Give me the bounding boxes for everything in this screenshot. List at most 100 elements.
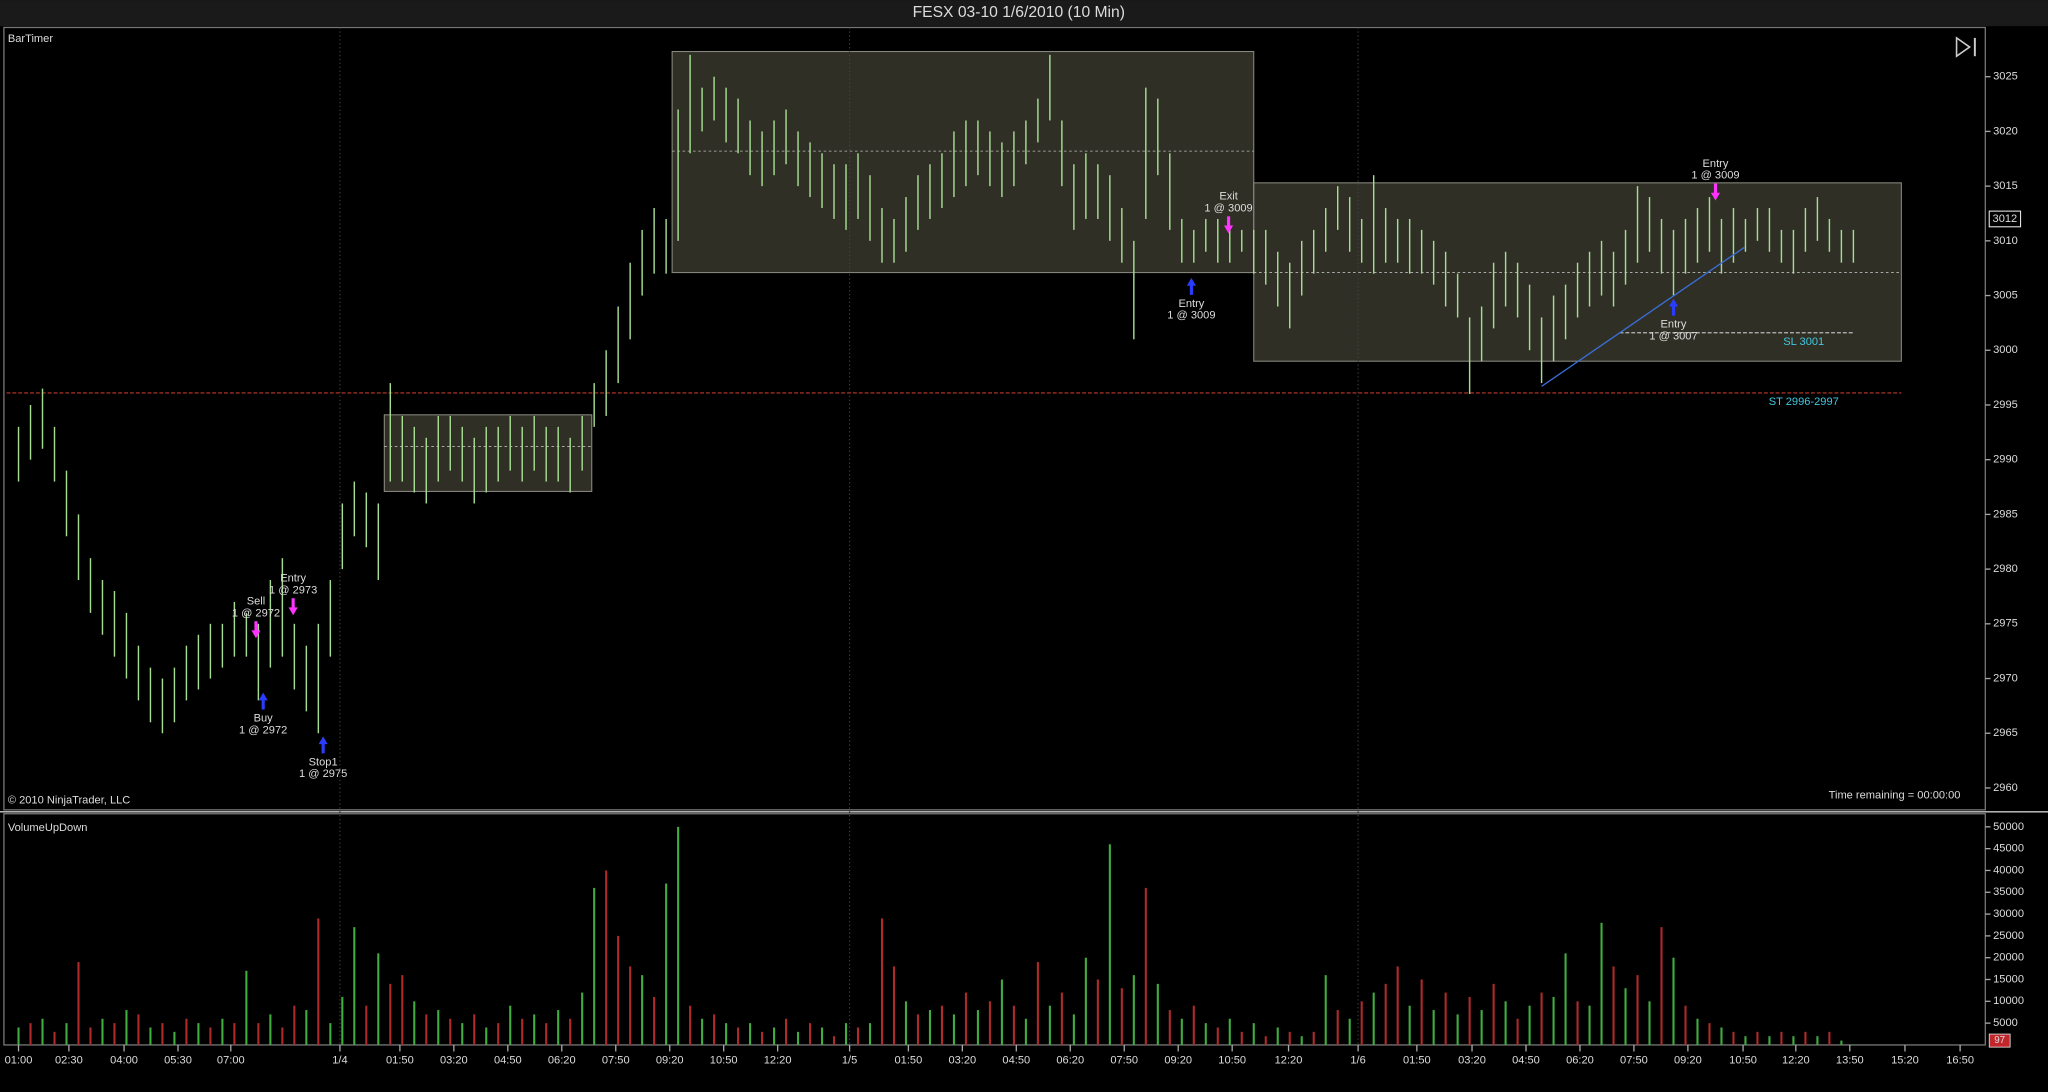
x-tick-label: 03:20 [1458,1055,1486,1067]
time-remaining: Time remaining = 00:00:00 [1829,789,1961,801]
volume-bar [29,1023,32,1045]
volume-bar [653,996,656,1045]
volume-bar [904,1001,908,1045]
volume-bar [569,1018,572,1045]
volume-bar [1480,1010,1483,1045]
volume-bar [1672,957,1675,1045]
volume-bar [1432,1010,1435,1045]
volume-bar [880,918,884,1045]
volume-bar [1804,1031,1807,1045]
volume-bar [1516,1018,1519,1045]
volume-bar [1168,1010,1171,1045]
play-icon[interactable] [1955,36,1971,58]
x-tick-label: 06:20 [1566,1055,1594,1067]
volume-bar [365,1005,368,1045]
volume-bar [785,1018,788,1045]
volume-bar [1696,1018,1699,1045]
volume-bar [1252,1023,1255,1045]
volume-bar [629,966,632,1045]
volume-bar [65,1023,68,1045]
volume-bar [101,1018,104,1045]
volume-bar [185,1018,188,1045]
volume-bar [1600,922,1603,1045]
volume-bar [1072,1014,1075,1045]
volume-bar [952,1014,955,1045]
level-label: ST 2996-2997 [1769,396,1839,408]
volume-bar [173,1031,176,1045]
volume-bar [1180,1018,1183,1045]
volume-bar [1468,996,1471,1045]
x-tick-label: 04:00 [110,1055,138,1067]
last-price-label: 3012 [1993,213,2018,225]
y-tick-label: 2980 [1993,563,2018,575]
volume-bar [317,918,320,1045]
trade-arrow [318,736,328,754]
volume-bar [737,1027,740,1045]
volume-bar [1780,1031,1783,1045]
volume-bar [1324,975,1327,1045]
volume-bar [1576,1001,1579,1045]
y-tick-label: 2985 [1993,508,2018,520]
volume-bar [868,1023,872,1045]
volume-bar [1456,1014,1459,1045]
volume-bar [1684,1005,1687,1045]
volume-bar [1588,1005,1591,1045]
volume-bar [1504,1001,1507,1045]
trade-action: Entry [1703,158,1729,170]
x-tick-label: 10:50 [1218,1055,1246,1067]
level-label: SL 3001 [1783,336,1824,348]
volume-bar [665,883,668,1045]
x-tick-label: 06:20 [548,1055,576,1067]
volume-bar [17,1027,20,1045]
volume-bar [1444,992,1447,1045]
x-tick-label: 03:20 [948,1055,976,1067]
volume-bar [1108,844,1111,1045]
trade-action: Sell [247,596,266,608]
x-tick-label: 1/4 [332,1055,347,1067]
volume-bar [353,927,356,1045]
volume-bar [1840,1040,1843,1045]
volume-bar [1048,1005,1051,1045]
volume-bar [473,1014,476,1045]
y-tick-label: 3015 [1993,180,2018,192]
volume-bar [557,1010,560,1045]
volume-bar [1000,979,1003,1045]
trade-fill: 1 @ 2973 [269,584,317,596]
volume-bar [329,1023,332,1045]
x-tick-label: 04:50 [1002,1055,1030,1067]
volume-bar [281,1027,284,1045]
trade-action: Exit [1219,191,1238,203]
trade-arrow [1668,298,1679,316]
volume-panel [3,813,1986,1046]
volume-bar [773,1027,776,1045]
volume-bar [1312,1031,1315,1045]
indicator-label: BarTimer [8,33,54,45]
volume-bar [1768,1036,1771,1045]
x-tick-label: 13:50 [1836,1055,1864,1067]
volume-bar [485,1027,488,1045]
volume-bar [916,1014,920,1045]
y-tick-label: 10000 [1993,995,2024,1007]
trade-arrow [1186,277,1196,295]
plot-layer: BarTimer © 2010 NinjaTrader, LLC Time rema… [5,27,2024,1067]
volume-bar [341,996,344,1045]
volume-bar [1084,957,1087,1045]
trade-fill: 1 @ 3007 [1649,330,1697,342]
trade-fill: 1 @ 2975 [299,768,347,780]
y-tick-label: 5000 [1993,1017,2018,1029]
trade-arrow [251,621,261,639]
volume-bar [77,962,80,1045]
y-tick-label: 2995 [1993,399,2018,411]
volume-bar [725,1023,728,1045]
x-tick-label: 07:00 [217,1055,245,1067]
volume-bar [209,1027,212,1045]
volume-bar [1492,983,1495,1045]
scroll-end-button[interactable] [1955,36,1976,58]
x-tick-label: 01:50 [1403,1055,1431,1067]
volume-bar [844,1023,848,1045]
volume-bar [53,1031,56,1045]
volume-bar [1132,975,1135,1045]
volume-bar [377,953,380,1045]
trade-fill: 1 @ 3009 [1167,310,1215,322]
